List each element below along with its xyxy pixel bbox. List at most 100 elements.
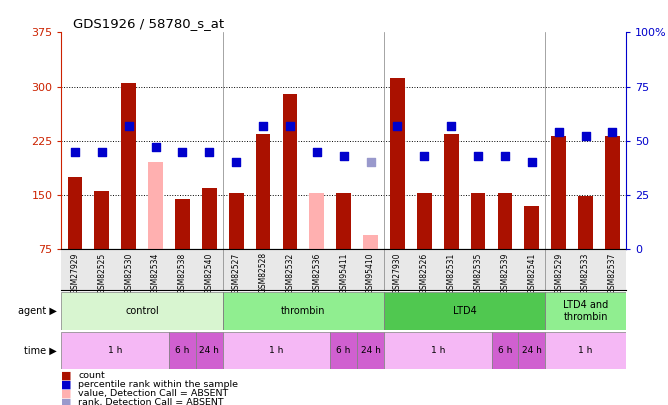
Text: GSM82538: GSM82538 xyxy=(178,252,187,294)
Text: GSM27930: GSM27930 xyxy=(393,252,402,294)
Point xyxy=(365,159,376,166)
Bar xyxy=(524,206,539,249)
Text: rank, Detection Call = ABSENT: rank, Detection Call = ABSENT xyxy=(78,398,224,405)
Text: 24 h: 24 h xyxy=(361,346,381,355)
Bar xyxy=(175,198,190,249)
Text: ■: ■ xyxy=(61,371,72,380)
Text: GSM82533: GSM82533 xyxy=(581,252,590,294)
Text: GDS1926 / 58780_s_at: GDS1926 / 58780_s_at xyxy=(73,17,224,30)
Bar xyxy=(578,196,593,249)
Text: ■: ■ xyxy=(61,397,72,405)
Bar xyxy=(61,332,169,369)
Text: thrombin: thrombin xyxy=(281,306,325,316)
Bar xyxy=(148,162,163,249)
Point xyxy=(124,122,134,129)
Bar xyxy=(384,292,545,330)
Text: GSM82532: GSM82532 xyxy=(285,252,295,294)
Bar xyxy=(605,136,620,249)
Text: percentile rank within the sample: percentile rank within the sample xyxy=(78,380,238,389)
Text: 6 h: 6 h xyxy=(337,346,351,355)
Point xyxy=(69,148,80,155)
Point xyxy=(526,159,537,166)
Bar xyxy=(357,332,384,369)
Bar xyxy=(336,194,351,249)
Text: GSM82527: GSM82527 xyxy=(232,252,240,294)
Text: 24 h: 24 h xyxy=(199,346,219,355)
Text: 1 h: 1 h xyxy=(269,346,284,355)
Text: 6 h: 6 h xyxy=(175,346,190,355)
Bar xyxy=(330,332,357,369)
Bar xyxy=(169,332,196,369)
Point xyxy=(338,153,349,159)
Bar xyxy=(498,194,512,249)
Bar xyxy=(67,177,82,249)
Point xyxy=(580,133,591,140)
Text: 6 h: 6 h xyxy=(498,346,512,355)
Text: GSM82540: GSM82540 xyxy=(205,252,214,294)
Text: GSM95410: GSM95410 xyxy=(366,252,375,294)
Text: ■: ■ xyxy=(61,388,72,398)
Text: ■: ■ xyxy=(61,379,72,389)
Bar xyxy=(222,292,384,330)
Bar xyxy=(122,83,136,249)
Point xyxy=(177,148,188,155)
Bar xyxy=(384,332,492,369)
Text: 1 h: 1 h xyxy=(108,346,122,355)
Point xyxy=(150,144,161,151)
Point xyxy=(446,122,456,129)
Bar xyxy=(545,332,626,369)
Bar xyxy=(202,188,216,249)
Text: agent ▶: agent ▶ xyxy=(18,306,57,316)
Bar xyxy=(492,332,518,369)
Point xyxy=(607,129,618,135)
Text: count: count xyxy=(78,371,105,380)
Text: GSM82530: GSM82530 xyxy=(124,252,133,294)
Text: GSM82531: GSM82531 xyxy=(447,252,456,294)
Bar xyxy=(471,194,486,249)
Text: LTD4 and
thrombin: LTD4 and thrombin xyxy=(563,300,609,322)
Text: GSM82528: GSM82528 xyxy=(259,252,268,294)
Bar xyxy=(61,292,222,330)
Text: GSM82534: GSM82534 xyxy=(151,252,160,294)
Point xyxy=(553,129,564,135)
Bar xyxy=(228,194,244,249)
Text: control: control xyxy=(125,306,159,316)
Text: GSM82539: GSM82539 xyxy=(500,252,510,294)
Text: GSM82526: GSM82526 xyxy=(420,252,429,294)
Point xyxy=(473,153,484,159)
Bar xyxy=(545,292,626,330)
Bar xyxy=(551,136,566,249)
Point xyxy=(96,148,107,155)
Text: GSM82529: GSM82529 xyxy=(554,252,563,294)
Point xyxy=(231,159,242,166)
Bar xyxy=(283,94,297,249)
Text: GSM95411: GSM95411 xyxy=(339,252,348,294)
Point xyxy=(392,122,403,129)
Bar xyxy=(196,332,222,369)
Text: GSM82535: GSM82535 xyxy=(474,252,482,294)
Text: 1 h: 1 h xyxy=(431,346,445,355)
Point xyxy=(204,148,214,155)
Bar xyxy=(222,332,330,369)
Text: LTD4: LTD4 xyxy=(453,306,476,316)
Point xyxy=(311,148,322,155)
Bar xyxy=(363,234,378,249)
Text: time ▶: time ▶ xyxy=(24,345,57,355)
Point xyxy=(419,153,430,159)
Text: GSM82536: GSM82536 xyxy=(313,252,321,294)
Bar xyxy=(256,134,271,249)
Bar xyxy=(390,78,405,249)
Text: GSM27929: GSM27929 xyxy=(70,252,79,294)
Text: value, Detection Call = ABSENT: value, Detection Call = ABSENT xyxy=(78,389,228,398)
Text: 1 h: 1 h xyxy=(578,346,593,355)
Bar xyxy=(94,191,109,249)
Text: GSM82525: GSM82525 xyxy=(98,252,106,294)
Bar xyxy=(518,332,545,369)
Bar xyxy=(309,194,324,249)
Point xyxy=(500,153,510,159)
Bar xyxy=(417,194,432,249)
Point xyxy=(285,122,295,129)
Text: 24 h: 24 h xyxy=(522,346,542,355)
Text: GSM82541: GSM82541 xyxy=(527,252,536,294)
Text: GSM82537: GSM82537 xyxy=(608,252,617,294)
